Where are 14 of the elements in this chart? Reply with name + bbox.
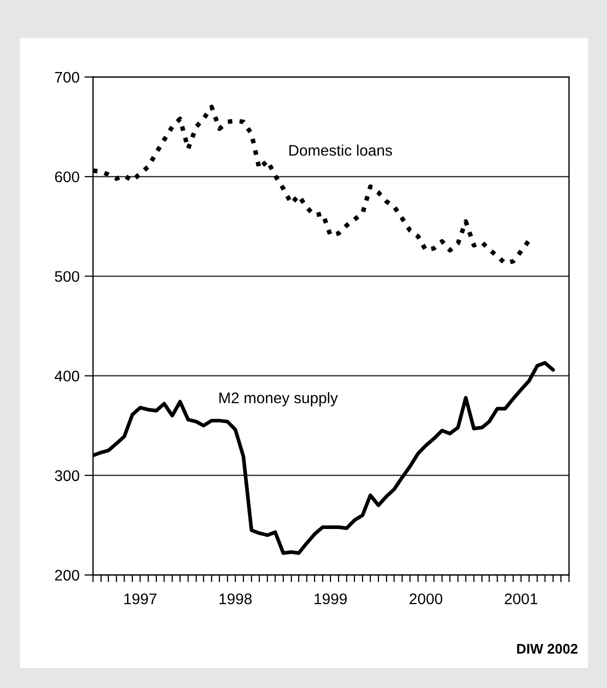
y-tick-label: 600	[55, 171, 80, 182]
series-label: Domestic loans	[289, 144, 392, 156]
y-tick-label: 700	[55, 72, 80, 83]
y-tick-label: 300	[54, 470, 80, 482]
x-tick-label: 1999	[314, 593, 347, 604]
x-tick-label: 1997	[124, 593, 156, 604]
x-tick-label: 2000	[410, 593, 442, 604]
y-tick-label: 200	[55, 570, 80, 581]
y-tick-label: 500	[54, 271, 80, 282]
text: DIW 2002	[517, 644, 578, 654]
x-tick-label: 1998	[220, 593, 252, 604]
x-tick-label: 2001	[504, 593, 538, 604]
series-label: M2 money supply	[219, 392, 338, 406]
y-tick-label: 400	[54, 370, 80, 382]
